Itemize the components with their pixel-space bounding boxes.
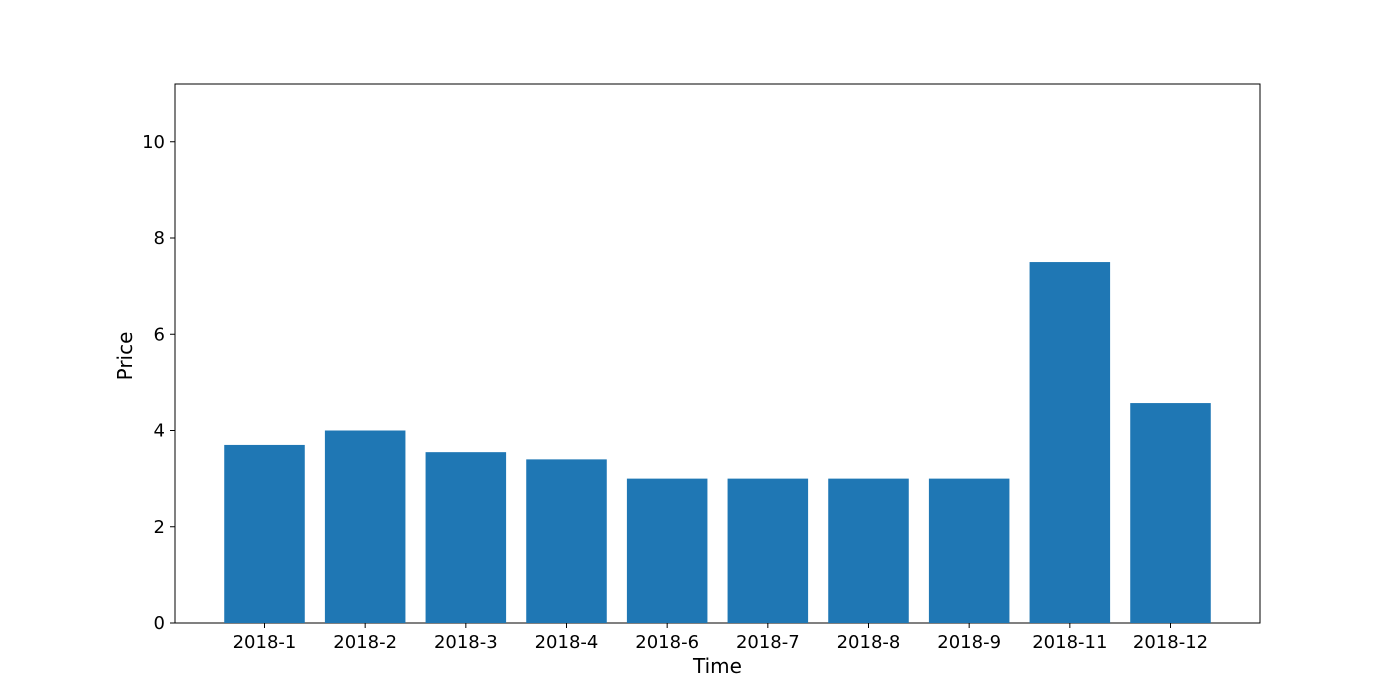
x-tick-label: 2018-7 [736, 632, 800, 653]
bar-2018-7 [727, 478, 809, 623]
plot-area-frame [174, 83, 1261, 624]
y-tick-label: 4 [154, 421, 165, 442]
x-tick-label: 2018-1 [233, 632, 297, 653]
y-tick-label: 10 [142, 132, 165, 153]
y-tick-label: 0 [154, 613, 165, 634]
bar-2018-4 [526, 459, 607, 623]
bar-2018-12 [1130, 403, 1211, 623]
bar-2018-2 [324, 430, 406, 623]
y-axis-title: Price [113, 332, 137, 381]
x-tick-label: 2018-8 [837, 632, 901, 653]
x-tick-label: 2018-6 [635, 632, 699, 653]
bar-2018-11 [1029, 262, 1111, 623]
y-tick-label: 2 [154, 517, 165, 538]
bar-2018-9 [928, 478, 1010, 623]
bar-2018-8 [828, 478, 909, 623]
x-axis-title: Time [692, 654, 742, 678]
x-axis: 2018-1 2018-2 2018-3 2018-4 2018-6 2018-7 2018… [233, 623, 1208, 653]
x-tick-label: 2018-11 [1032, 632, 1107, 653]
y-tick-label: 6 [154, 324, 165, 345]
bar-2018-3 [425, 452, 507, 623]
y-tick-label: 8 [154, 228, 165, 249]
bar-2018-1 [224, 444, 305, 623]
bars-group [224, 262, 1211, 623]
x-tick-label: 2018-9 [937, 632, 1001, 653]
x-tick-label: 2018-4 [535, 632, 599, 653]
x-tick-label: 2018-12 [1133, 632, 1208, 653]
x-tick-label: 2018-2 [333, 632, 397, 653]
x-tick-label: 2018-3 [434, 632, 498, 653]
bar-2018-6 [626, 478, 708, 623]
y-axis: 0 2 4 6 8 10 [142, 132, 175, 634]
